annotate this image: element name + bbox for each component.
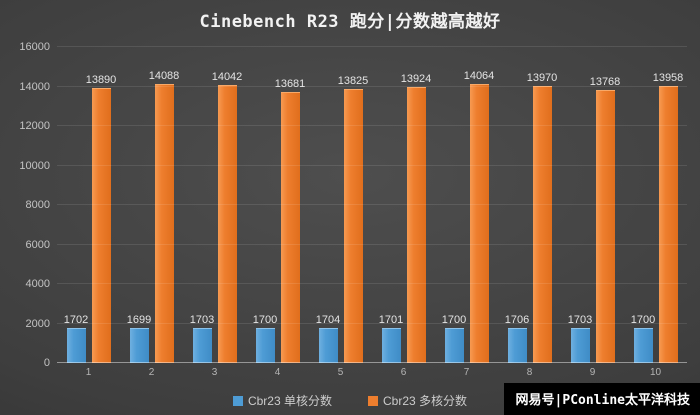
gridline <box>57 164 687 166</box>
bar-value-label: 14064 <box>463 70 495 83</box>
x-axis-tick-label: 10 <box>649 367 662 378</box>
bar-value-label: 1699 <box>126 314 152 327</box>
single-core-bar: 1703 <box>190 314 214 363</box>
x-axis-tick-label: 9 <box>589 367 596 378</box>
x-axis-line <box>57 362 687 363</box>
y-axis-tick-label: 8000 <box>25 199 50 211</box>
bar-value-label: 14088 <box>148 69 180 82</box>
legend-swatch <box>368 395 378 406</box>
y-axis-tick-label: 0 <box>43 357 50 369</box>
single-core-bar: 1700 <box>253 314 277 363</box>
single-core-bar: 1700 <box>631 314 655 363</box>
x-axis-tick-label: 8 <box>526 367 533 378</box>
x-axis-tick-label: 6 <box>400 367 407 378</box>
bar-value-label: 13924 <box>400 73 432 86</box>
single-core-bar: 1700 <box>442 314 466 363</box>
multi-core-bar: 14042 <box>212 71 242 363</box>
plot-area: 1702 13890 1 1699 14088 2 1703 14042 3 1700 13681 4… <box>57 46 687 378</box>
multi-core-bar: 13890 <box>86 74 116 363</box>
legend-item: Cbr23 单核分数 <box>232 392 332 409</box>
bar-value-label: 1706 <box>504 314 530 327</box>
y-axis-tick-label: 2000 <box>25 317 50 330</box>
bar-value-label: 13970 <box>526 72 558 85</box>
multi-core-bar: 13825 <box>338 75 368 363</box>
gridline <box>57 283 687 284</box>
legend-label: Cbr23 多核分数 <box>383 394 468 408</box>
bar-value-label: 1701 <box>378 314 404 327</box>
legend: Cbr23 单核分数 Cbr23 多核分数 <box>0 392 700 409</box>
x-axis-tick-label: 7 <box>463 367 470 378</box>
bar-value-label: 13768 <box>589 76 621 89</box>
bar-value-label: 1700 <box>252 314 278 327</box>
bar-value-label: 13958 <box>652 72 684 85</box>
x-axis-tick-label: 1 <box>85 367 92 378</box>
single-core-bar: 1699 <box>127 314 151 363</box>
y-axis-tick-label: 6000 <box>25 238 50 251</box>
watermark: 网易号|PConline太平洋科技 <box>503 383 700 415</box>
bar-value-label: 1704 <box>315 314 341 327</box>
single-core-bar: 1704 <box>316 314 340 363</box>
bar-value-label: 1703 <box>567 314 593 327</box>
multi-core-bar: 13681 <box>275 78 305 363</box>
chart-title: Cinebench R23 跑分|分数越高越好 <box>199 12 501 32</box>
bar-groups: 1702 13890 1 1699 14088 2 1703 14042 3 1700 13681 4… <box>57 47 687 378</box>
gridline <box>57 322 687 324</box>
bar-group: 1703 14042 3 <box>190 47 243 378</box>
gridline <box>57 243 687 245</box>
y-axis-tick-label: 10000 <box>19 159 50 172</box>
bar-value-label: 13890 <box>85 73 117 86</box>
x-axis-tick-label: 2 <box>148 367 155 378</box>
bar-group: 1701 13924 6 <box>379 47 432 378</box>
single-core-bar: 1706 <box>505 314 529 363</box>
multi-core-bar: 14088 <box>149 70 179 363</box>
bar-group: 1703 13768 9 <box>568 47 621 378</box>
bar-value-label: 1700 <box>630 314 656 327</box>
gridline <box>57 46 687 47</box>
bar-group: 1699 14088 2 <box>127 47 180 378</box>
multi-core-bar: 13768 <box>590 76 620 363</box>
y-axis: 0 2000 4000 6000 8000 10000 12000 14000 16000 <box>4 41 50 369</box>
bar-group: 1706 13970 8 <box>505 47 558 378</box>
bar-group: 1700 14064 7 <box>442 47 495 378</box>
x-axis-tick-label: 5 <box>337 367 344 378</box>
multi-core-bar: 13970 <box>527 72 557 363</box>
single-core-bar: 1703 <box>568 314 592 363</box>
x-axis-tick-label: 3 <box>211 367 218 378</box>
bar-value-label: 13681 <box>274 77 306 90</box>
y-axis-tick-label: 12000 <box>19 120 50 132</box>
bar-value-label: 13825 <box>337 74 369 87</box>
bar-group: 1704 13825 5 <box>316 47 369 378</box>
bar-group: 1702 13890 1 <box>64 47 117 378</box>
gridline <box>57 125 687 126</box>
gridline <box>57 85 687 87</box>
legend-swatch <box>232 395 243 406</box>
legend-item: Cbr23 多核分数 <box>368 392 467 409</box>
multi-core-bar: 13924 <box>401 73 431 363</box>
y-axis-tick-label: 4000 <box>25 278 50 290</box>
multi-core-bar: 14064 <box>464 70 494 363</box>
bar-value-label: 1702 <box>63 314 89 327</box>
bar-value-label: 14042 <box>211 70 243 83</box>
x-axis-tick-label: 4 <box>274 367 281 378</box>
y-axis-tick-label: 16000 <box>19 41 50 53</box>
bar-value-label: 1703 <box>189 314 215 327</box>
single-core-bar: 1701 <box>379 314 403 363</box>
gridline <box>57 204 687 205</box>
legend-label: Cbr23 单核分数 <box>247 394 332 408</box>
bar-group: 1700 13681 4 <box>253 47 306 378</box>
single-core-bar: 1702 <box>64 314 88 363</box>
bar-value-label: 1700 <box>441 314 467 327</box>
y-axis-tick-label: 14000 <box>19 80 50 93</box>
multi-core-bar: 13958 <box>653 72 683 363</box>
bar-group: 1700 13958 10 <box>631 47 684 378</box>
